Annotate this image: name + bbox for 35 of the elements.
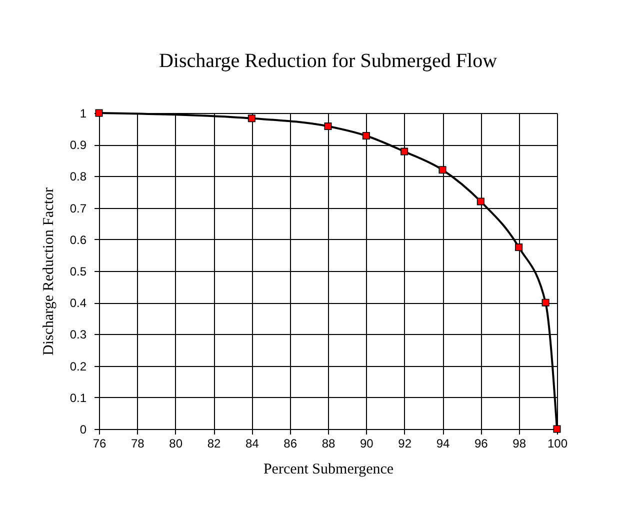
y-tick-label: 0.1 <box>70 390 87 405</box>
y-tick-label: 0.2 <box>70 359 87 374</box>
x-tick-label: 82 <box>207 436 221 450</box>
y-tick-label: 0.5 <box>70 264 87 278</box>
y-tick-label: 0.6 <box>70 232 87 247</box>
x-tick-label: 88 <box>322 436 336 450</box>
y-tick-label: 0.7 <box>70 201 87 216</box>
y-tick-label: 0.9 <box>70 138 87 152</box>
x-tick-label: 96 <box>474 436 488 450</box>
point <box>400 148 408 156</box>
x-tick-label: 92 <box>398 436 412 450</box>
chart-title: Discharge Reduction for Submerged Flow <box>158 50 498 72</box>
x-tick-label: 80 <box>169 436 183 450</box>
point <box>362 132 370 140</box>
point <box>476 198 484 206</box>
y-tick-label: 0.3 <box>70 328 87 342</box>
point <box>515 244 523 252</box>
y-tick-label: 0.4 <box>70 296 87 310</box>
point <box>542 298 550 306</box>
x-tick-label: 100 <box>547 436 568 450</box>
x-axis-title: Percent Submergence <box>263 462 394 478</box>
x-tick-label: 98 <box>512 436 526 450</box>
x-tick-label: 90 <box>360 436 374 450</box>
x-tick-label: 76 <box>92 436 106 450</box>
y-tick-label: 1 <box>80 106 87 120</box>
x-tick-label: 84 <box>245 436 260 450</box>
point <box>248 114 256 122</box>
point <box>438 166 446 174</box>
y-axis-title: Discharge Reduction Factor <box>40 187 57 356</box>
point <box>324 122 332 130</box>
y-tick-label: 0 <box>80 422 87 436</box>
x-tick-label: 78 <box>130 436 145 450</box>
x-tick-label: 94 <box>436 436 450 450</box>
x-tick-label: 86 <box>284 436 298 450</box>
y-tick-label: 0.8 <box>70 170 87 184</box>
